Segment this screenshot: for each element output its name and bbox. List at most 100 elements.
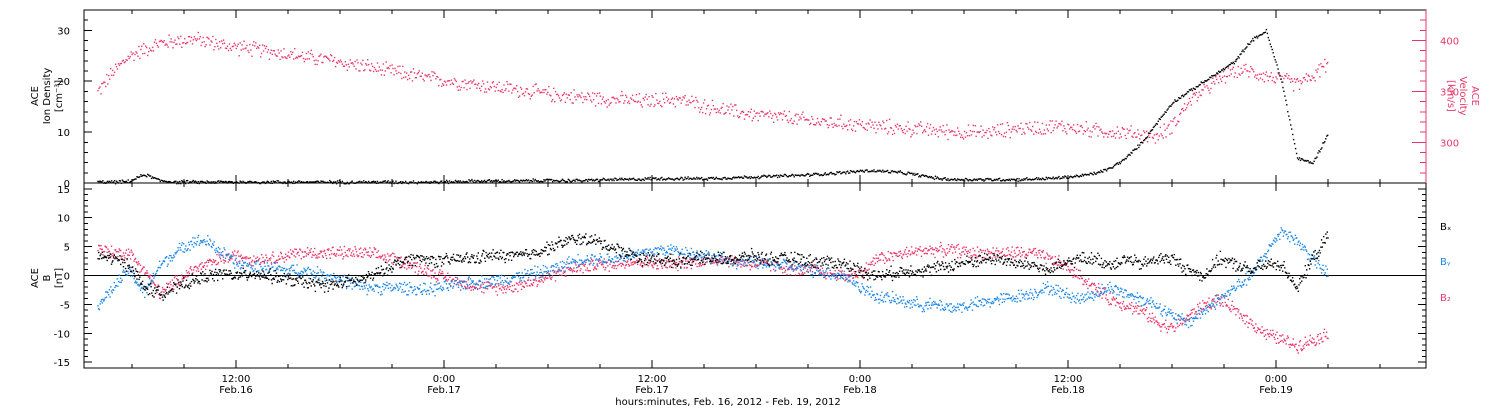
velocity-point: [687, 104, 689, 106]
velocity-point: [935, 128, 937, 130]
bz-point: [1073, 274, 1076, 276]
velocity-point: [688, 99, 690, 101]
velocity-point: [271, 53, 273, 55]
density-point: [354, 182, 356, 184]
density-point: [345, 182, 347, 185]
bz-point: [236, 261, 238, 264]
velocity-point: [277, 49, 279, 51]
density-point: [574, 180, 576, 182]
by-point: [171, 260, 174, 262]
bz-point: [877, 257, 880, 259]
velocity-point: [939, 126, 941, 128]
density-point: [1183, 94, 1186, 96]
bz-point: [357, 255, 360, 257]
by-point: [99, 303, 101, 305]
density-point: [809, 175, 811, 177]
bz-point: [161, 286, 164, 289]
density-point: [1315, 157, 1317, 159]
velocity-point: [952, 130, 954, 133]
density-point: [992, 180, 994, 182]
bz-point: [143, 266, 145, 268]
velocity-point: [559, 100, 562, 102]
bz-point: [1294, 346, 1296, 348]
bz-point: [540, 278, 542, 281]
density-point: [1178, 97, 1180, 99]
density-point: [966, 179, 969, 181]
velocity-point: [524, 91, 527, 93]
density-point: [1157, 120, 1159, 122]
bz-point: [1088, 285, 1091, 287]
bz-point: [217, 263, 219, 265]
velocity-point: [1146, 141, 1149, 143]
density-point: [1032, 178, 1034, 180]
density-point: [203, 181, 205, 184]
bz-point: [1320, 337, 1323, 339]
velocity-point: [392, 67, 394, 70]
velocity-point: [1209, 92, 1211, 94]
velocity-point: [630, 98, 633, 100]
density-point: [736, 176, 738, 179]
bz-point: [1293, 344, 1295, 347]
density-point: [658, 178, 660, 180]
velocity-point: [355, 68, 357, 70]
density-point: [1081, 173, 1084, 175]
density-point: [1049, 177, 1051, 179]
velocity-point: [107, 83, 109, 85]
by-point: [234, 259, 237, 261]
density-point: [1203, 81, 1205, 84]
bz-point: [586, 267, 588, 269]
velocity-point: [1098, 126, 1100, 128]
bz-point: [716, 264, 719, 266]
by-point: [156, 269, 159, 272]
density-point: [850, 170, 853, 172]
velocity-point: [1122, 128, 1124, 130]
velocity-point: [623, 102, 625, 104]
bz-point: [820, 271, 822, 273]
velocity-point: [609, 102, 611, 105]
density-point: [583, 179, 585, 182]
density-point: [1158, 118, 1160, 120]
bz-point: [770, 270, 772, 272]
velocity-point: [505, 88, 507, 90]
bz-point: [242, 257, 244, 259]
density-point: [268, 182, 271, 184]
velocity-point: [1274, 82, 1276, 84]
velocity-point: [1071, 128, 1074, 131]
by-point: [302, 271, 304, 273]
bz-point: [1224, 301, 1226, 304]
density-point: [1083, 174, 1085, 176]
bz-point: [1299, 340, 1302, 342]
velocity-point: [436, 75, 438, 78]
density-point: [305, 181, 308, 183]
bz-point: [632, 263, 635, 265]
velocity-point: [537, 88, 539, 90]
bz-point: [1107, 299, 1109, 301]
density-point: [656, 179, 658, 181]
density-point: [178, 182, 180, 185]
velocity-point: [1224, 82, 1227, 84]
by-point: [341, 280, 343, 282]
velocity-point: [209, 44, 211, 46]
bz-point: [1237, 311, 1239, 313]
density-point: [526, 180, 529, 182]
bz-point: [1187, 315, 1190, 317]
bz-point: [936, 248, 938, 250]
density-point: [450, 180, 453, 183]
velocity-point: [875, 132, 877, 134]
density-point: [347, 182, 349, 185]
bz-point: [585, 269, 587, 271]
bz-point: [220, 260, 222, 262]
bz-point: [876, 257, 878, 259]
density-point: [619, 177, 621, 180]
velocity-point: [1022, 128, 1024, 130]
velocity-point: [517, 90, 519, 93]
velocity-point: [994, 127, 996, 129]
bz-point: [112, 257, 115, 259]
density-point: [337, 181, 340, 184]
bz-point: [883, 254, 885, 257]
by-point: [173, 254, 175, 256]
density-point: [136, 176, 138, 178]
bz-point: [382, 254, 384, 256]
density-point: [678, 179, 680, 181]
density-point: [443, 181, 445, 184]
